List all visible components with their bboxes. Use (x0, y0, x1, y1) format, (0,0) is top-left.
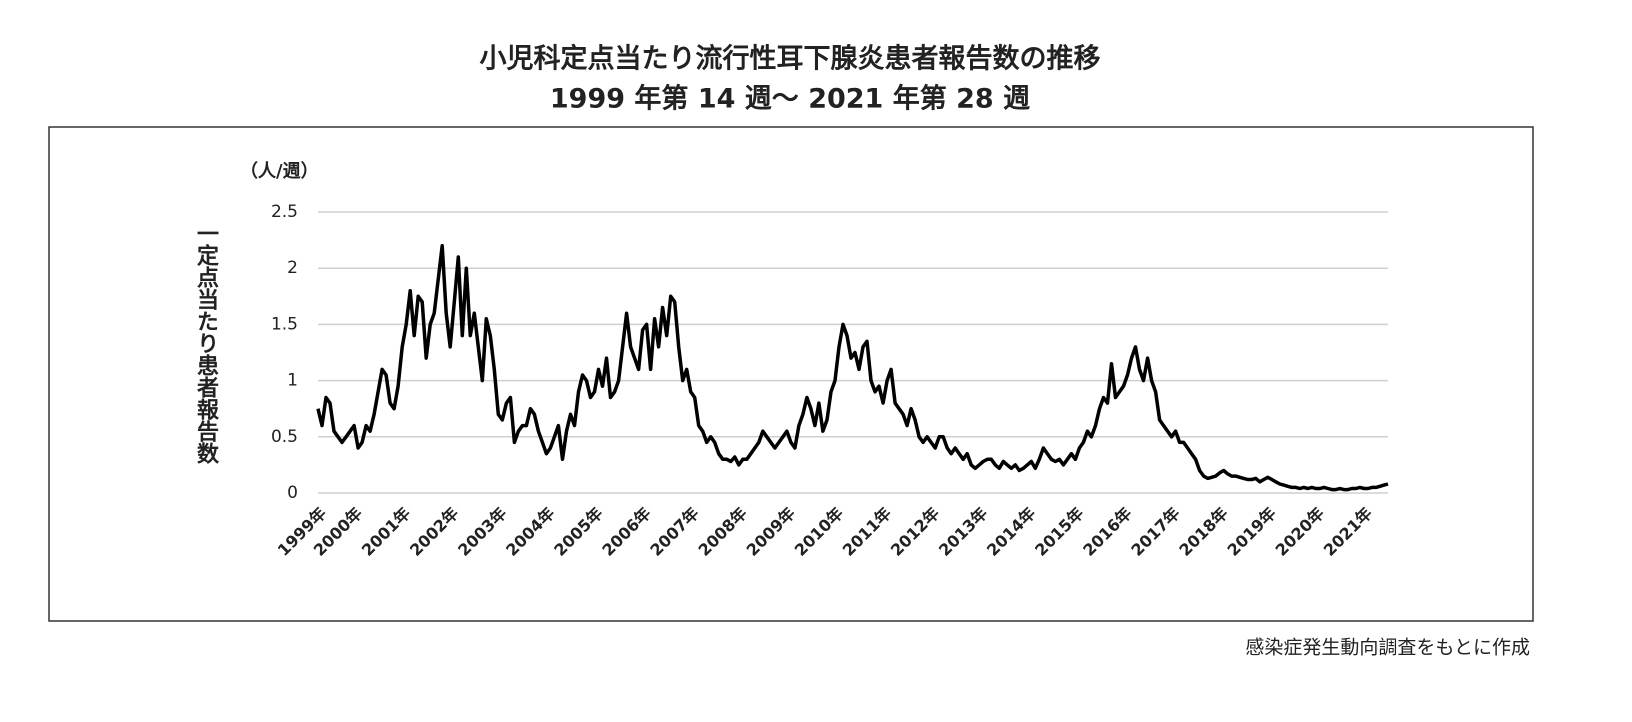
source-note: 感染症発生動向調査をもとに作成 (1245, 637, 1530, 659)
x-tick-label: 2011年 (839, 504, 895, 560)
x-tick-label: 2021年 (1320, 504, 1376, 560)
x-tick-label: 2016年 (1079, 504, 1135, 560)
y-tick-label: 0.5 (271, 427, 298, 447)
plot-frame (48, 126, 1534, 622)
x-tick-label: 2017年 (1127, 504, 1183, 560)
y-tick-label: 2.5 (271, 202, 298, 222)
x-tick-label: 2012年 (887, 504, 943, 560)
x-tick-label: 2007年 (646, 504, 702, 560)
x-tick-label: 2005年 (550, 504, 606, 560)
x-tick-label: 2014年 (983, 504, 1039, 560)
y-unit: （人/週） (240, 161, 319, 182)
x-tick-label: 2015年 (1031, 504, 1087, 560)
x-tick-label: 2009年 (743, 504, 799, 560)
x-tick-label: 2006年 (598, 504, 654, 560)
y-tick-label: 1.5 (271, 314, 298, 334)
y-tick-label: 0 (287, 483, 298, 503)
x-tick-label: 2002年 (406, 504, 462, 560)
chart-title: 小児科定点当たり流行性耳下腺炎患者報告数の推移 (480, 43, 1101, 75)
y-tick-label: 1 (287, 371, 298, 391)
x-tick-label: 2013年 (935, 504, 991, 560)
x-tick-label: 2008年 (695, 504, 751, 560)
x-tick-label: 2001年 (358, 504, 414, 560)
x-tick-label: 2003年 (454, 504, 510, 560)
x-tick-label: 2019年 (1224, 504, 1280, 560)
y-axis-label: 一定点当たり患者報告数 (193, 222, 220, 465)
chart-subtitle: 1999 年第 14 週〜 2021 年第 28 週 (550, 83, 1030, 115)
y-tick-label: 2 (287, 258, 298, 278)
x-tick-label: 2004年 (502, 504, 558, 560)
x-tick-label: 2010年 (791, 504, 847, 560)
x-tick-label: 2020年 (1272, 504, 1328, 560)
data-line (316, 243, 1389, 492)
x-tick-label: 2018年 (1175, 504, 1231, 560)
